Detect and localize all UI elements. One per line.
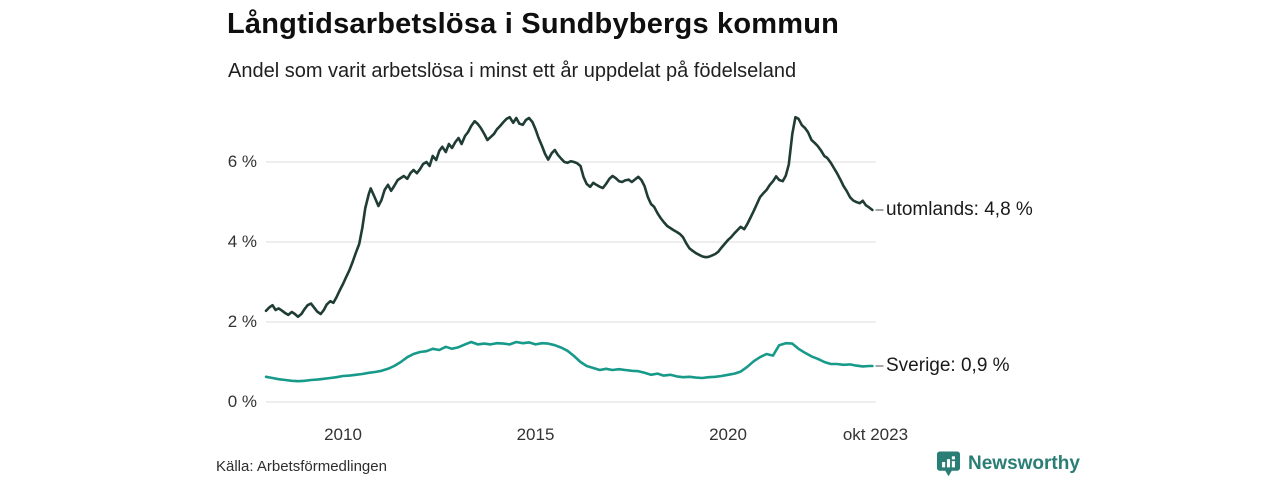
x-axis-tick-2015: 2015 (516, 425, 555, 444)
series-label-sverige: Sverige: 0,9 % (886, 355, 1010, 376)
x-axis-tick-2020: 2020 (709, 425, 747, 444)
y-axis-tick-6: 6 % (227, 152, 257, 171)
series-line-sverige (264, 340, 874, 383)
x-axis-tick-okt-2023: okt 2023 (842, 425, 909, 444)
newsworthy-badge-icon (936, 451, 961, 477)
y-axis-tick-0: 0 % (227, 392, 257, 411)
y-axis-tick-4: 4 % (227, 232, 257, 251)
page-subtitle: Andel som varit arbetslösa i minst ett å… (228, 60, 797, 82)
newsworthy-wordmark: Newsworthy (968, 453, 1080, 474)
series-lines (264, 115, 874, 383)
series-line-utomlands (264, 115, 874, 319)
newsworthy-logo: Newsworthy (936, 450, 1080, 478)
gridlines (266, 161, 876, 403)
y-axis-tick-2: 2 % (227, 312, 257, 331)
page-title: Långtidsarbetslösa i Sundbybergs kommun (227, 8, 840, 40)
x-axis-tick-2010: 2010 (324, 425, 362, 444)
legend-tick-dashes (875, 209, 884, 367)
series-label-utomlands: utomlands: 4,8 % (886, 199, 1033, 220)
source-note: Källa: Arbetsförmedlingen (216, 458, 387, 475)
